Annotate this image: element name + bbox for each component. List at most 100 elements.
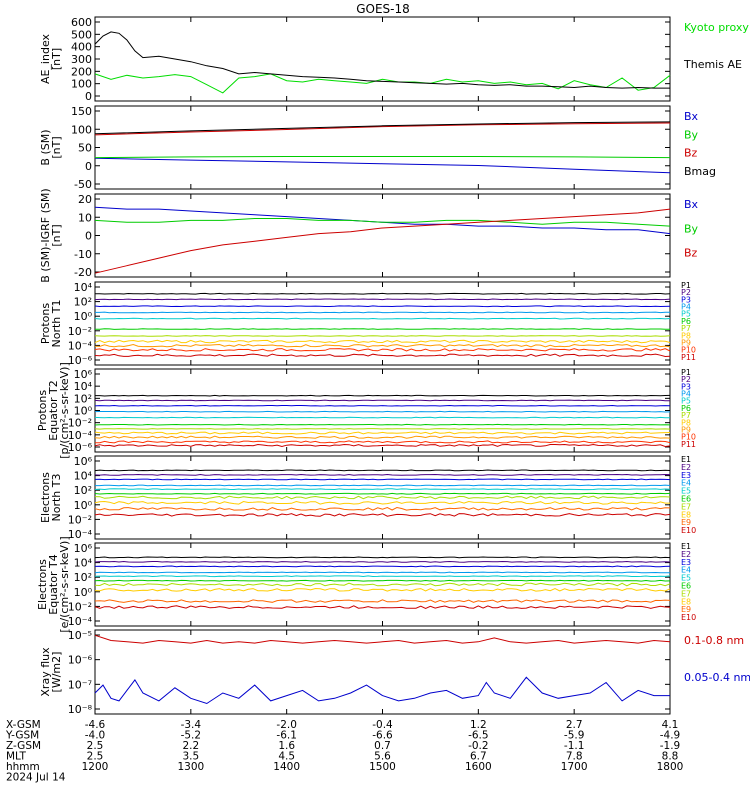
series-line-e7 bbox=[94, 495, 671, 500]
x-row-label: hhmm bbox=[6, 761, 40, 773]
y-tick-label: 10⁻² bbox=[68, 600, 92, 613]
y-tick-label: 10 bbox=[78, 211, 92, 224]
y-tick-label: 400 bbox=[71, 41, 92, 54]
x-row-label: X-GSM bbox=[6, 719, 41, 731]
series-line-p2 bbox=[94, 298, 671, 301]
series-line-p6 bbox=[94, 423, 671, 426]
series-line-e1 bbox=[94, 556, 671, 559]
y-axis-label: Xray flux bbox=[39, 647, 52, 697]
series-line-p10 bbox=[94, 348, 671, 352]
y-tick-label: 10⁰ bbox=[74, 499, 93, 512]
x-row-value: 1.6 bbox=[278, 740, 295, 752]
y-axis-label: [e/(cm²-s-sr-keV)] bbox=[58, 536, 71, 632]
panel-frame bbox=[94, 281, 671, 366]
y-tick-label: 10⁻⁴ bbox=[68, 339, 93, 352]
y-axis-label: B (SM)-IGRF (SM) bbox=[39, 188, 52, 282]
y-tick-label: 10⁰ bbox=[74, 310, 93, 323]
panel-frame bbox=[94, 368, 671, 453]
y-tick-label: 50 bbox=[78, 142, 92, 155]
y-tick-label: 300 bbox=[71, 53, 92, 66]
x-row-value: 1700 bbox=[561, 761, 588, 773]
x-row-value: 4.5 bbox=[278, 751, 295, 763]
panel-8: 10⁻⁵ 10⁻⁶ 10⁻⁷ 10⁻⁸ Xray flux[W/m2] 0.1-0.8 n… bbox=[39, 629, 750, 716]
x-row-value: -6.1 bbox=[276, 730, 297, 742]
series-line-p11 bbox=[94, 443, 671, 448]
legend-entry: E3 bbox=[681, 558, 691, 567]
series-line-e6 bbox=[94, 492, 671, 495]
legend-entry: Themis AE bbox=[683, 58, 742, 71]
y-axis-label: Protons bbox=[39, 303, 52, 344]
legend-entry: E3 bbox=[681, 471, 691, 480]
series-line-e4 bbox=[95, 484, 671, 487]
legend-entry: Bmag bbox=[684, 165, 716, 178]
legend-entry: Bx bbox=[684, 110, 699, 123]
y-axis-label: [nT] bbox=[50, 224, 63, 246]
y-tick-label: 100 bbox=[71, 78, 92, 91]
series-line-bmag bbox=[94, 121, 671, 135]
legend-entry: Kyoto proxy AE bbox=[684, 21, 750, 34]
y-axis-label: [nT] bbox=[50, 48, 63, 70]
x-row-value: 1200 bbox=[82, 761, 109, 773]
y-tick-label: 10⁻⁶ bbox=[68, 354, 93, 367]
legend-entry: P7 bbox=[681, 411, 691, 420]
legend-entry: P8 bbox=[681, 331, 691, 340]
y-tick-label: 10⁻⁴ bbox=[68, 615, 93, 628]
legend-entry: P1 bbox=[681, 368, 691, 377]
series-line-0-1-0-8-nm bbox=[94, 634, 671, 644]
legend-entry: E6 bbox=[681, 582, 691, 591]
series-line-e2 bbox=[94, 473, 671, 476]
x-row-value: 3.5 bbox=[182, 751, 199, 763]
series-line-p8 bbox=[94, 431, 671, 435]
y-axis-label: North T1 bbox=[50, 300, 63, 348]
x-row-value: 7.8 bbox=[566, 751, 583, 763]
legend-entry: E7 bbox=[681, 589, 691, 598]
legend-entry: P6 bbox=[681, 317, 691, 326]
legend-entry: E2 bbox=[681, 463, 691, 472]
series-line-kyoto-proxy-ae bbox=[94, 73, 671, 94]
legend-entry: P8 bbox=[681, 418, 691, 427]
legend-entry: P4 bbox=[681, 390, 691, 399]
y-axis-label: Electrons bbox=[39, 472, 52, 523]
series-line-e6 bbox=[94, 579, 671, 582]
legend-entry: P5 bbox=[681, 310, 691, 319]
y-axis-label: B (SM) bbox=[39, 129, 52, 165]
legend-entry: E9 bbox=[681, 518, 691, 527]
series-line-p5 bbox=[94, 317, 671, 320]
x-row-label: Z-GSM bbox=[6, 740, 41, 752]
x-row-value: 2.2 bbox=[182, 740, 199, 752]
legend-entry: P2 bbox=[681, 288, 691, 297]
legend-entry: E5 bbox=[681, 487, 691, 496]
y-tick-label: -50 bbox=[74, 178, 92, 191]
legend-entry: E6 bbox=[681, 495, 691, 504]
x-row-value: 1800 bbox=[657, 761, 684, 773]
legend-entry: P11 bbox=[681, 353, 696, 362]
y-tick-label: 0 bbox=[85, 230, 92, 243]
legend-entry: P10 bbox=[681, 346, 696, 355]
legend-entry: Bz bbox=[684, 147, 698, 160]
legend-entry: P4 bbox=[681, 303, 691, 312]
series-line-p8 bbox=[94, 339, 671, 344]
y-axis-label: AE_index bbox=[39, 33, 52, 84]
legend-entry: P9 bbox=[681, 338, 691, 347]
series-line-p7 bbox=[94, 428, 671, 430]
y-tick-label: -20 bbox=[74, 266, 92, 279]
y-tick-label: 10⁰ bbox=[74, 405, 93, 418]
legend-entry: E2 bbox=[681, 550, 691, 559]
legend-entry: By bbox=[684, 222, 699, 235]
legend-entry: E4 bbox=[681, 479, 691, 488]
legend-entry: P7 bbox=[681, 324, 691, 333]
series-line-e10 bbox=[94, 605, 671, 609]
y-tick-label: 10⁶ bbox=[74, 542, 93, 555]
series-line-e5 bbox=[94, 488, 671, 491]
series-line-p7 bbox=[94, 335, 671, 337]
series-line-e9 bbox=[94, 506, 671, 511]
x-row-value: -6.5 bbox=[468, 730, 489, 742]
x-row-value: -5.2 bbox=[181, 730, 202, 742]
x-row-value: -1.1 bbox=[564, 740, 585, 752]
x-row-value: -1.9 bbox=[660, 740, 681, 752]
series-line-e3 bbox=[94, 565, 671, 568]
y-tick-label: 10⁻² bbox=[68, 417, 92, 430]
